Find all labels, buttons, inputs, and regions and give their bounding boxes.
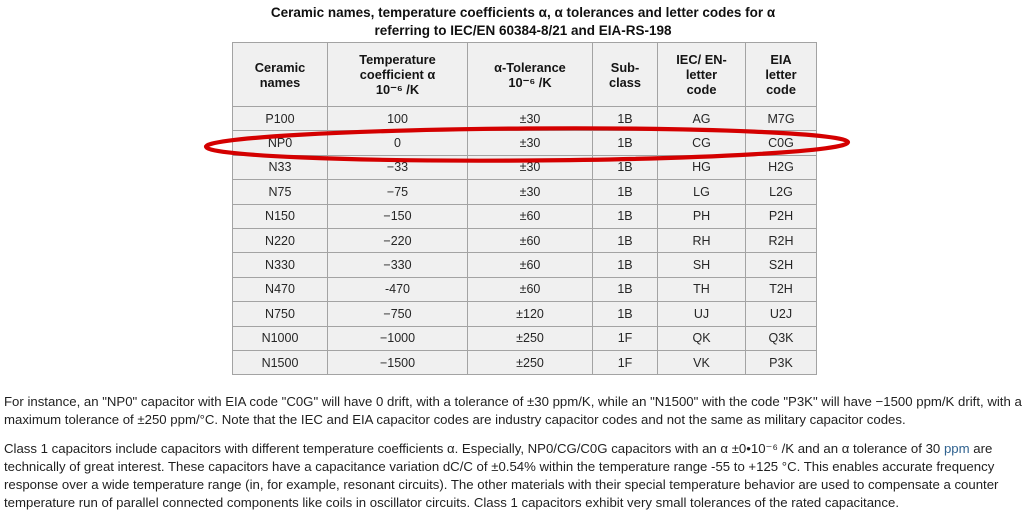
table-cell: ±60 bbox=[467, 252, 593, 278]
table-cell: L2G bbox=[745, 179, 817, 205]
table-cell: M7G bbox=[745, 105, 817, 132]
text-segment: For instance, an "NP0" capacitor with EI… bbox=[4, 394, 1022, 427]
table-row-N1000: N1000 −1000 ±250 1F QK Q3K bbox=[232, 325, 817, 351]
table-cell: −220 bbox=[327, 227, 468, 254]
table-cell: -470 bbox=[327, 276, 468, 303]
table-cell: ±30 bbox=[467, 179, 593, 205]
table-cell: Q3K bbox=[745, 325, 817, 351]
table-cell: C0G bbox=[745, 130, 817, 156]
column-header-iec-en-code: IEC/ EN- letter code bbox=[657, 42, 746, 107]
table-cell: 1B bbox=[592, 130, 658, 156]
table-title: Ceramic names, temperature coefficients … bbox=[0, 4, 1035, 39]
table-title-line2: referring to IEC/EN 60384-8/21 and EIA-R… bbox=[374, 22, 672, 38]
column-header-sub-class: Sub- class bbox=[592, 42, 658, 107]
table-cell: ±30 bbox=[467, 105, 593, 132]
table-row-N33: N33 −33 ±30 1B HG H2G bbox=[232, 154, 817, 181]
column-header-temp-coefficient: Temperature coefficient α 10⁻⁶ /K bbox=[327, 42, 468, 107]
table-cell: N33 bbox=[232, 154, 328, 181]
text-segment: Class 1 capacitors include capacitors wi… bbox=[4, 441, 944, 456]
table-cell: −75 bbox=[327, 179, 468, 205]
paragraph-class1-description: Class 1 capacitors include capacitors wi… bbox=[4, 440, 1032, 512]
table-cell: LG bbox=[657, 179, 746, 205]
table-cell: R2H bbox=[745, 227, 817, 254]
table-cell: H2G bbox=[745, 154, 817, 181]
table-body: P100 100 ±30 1B AG M7G NP0 0 ±30 1B CG C0G N33 −33 ±30… bbox=[232, 105, 817, 376]
table-cell: −1500 bbox=[327, 349, 468, 376]
table-cell: −33 bbox=[327, 154, 468, 181]
table-cell: 1B bbox=[592, 252, 658, 278]
table-row-NP0: NP0 0 ±30 1B CG C0G bbox=[232, 130, 817, 156]
table-cell: NP0 bbox=[232, 130, 328, 156]
table-cell: N75 bbox=[232, 179, 328, 205]
table-cell: 1B bbox=[592, 276, 658, 303]
table-row-N470: N470 -470 ±60 1B TH T2H bbox=[232, 276, 817, 303]
table-cell: RH bbox=[657, 227, 746, 254]
table-cell: AG bbox=[657, 105, 746, 132]
table-cell: SH bbox=[657, 252, 746, 278]
table-cell: CG bbox=[657, 130, 746, 156]
paragraph-instance-note: For instance, an "NP0" capacitor with EI… bbox=[4, 393, 1032, 429]
table-cell: VK bbox=[657, 349, 746, 376]
table-cell: N150 bbox=[232, 203, 328, 229]
table-cell: N470 bbox=[232, 276, 328, 303]
table-cell: 1B bbox=[592, 203, 658, 229]
table-cell: N330 bbox=[232, 252, 328, 278]
table-cell: N1000 bbox=[232, 325, 328, 351]
table-cell: UJ bbox=[657, 301, 746, 327]
table-cell: S2H bbox=[745, 252, 817, 278]
table-cell: 1F bbox=[592, 349, 658, 376]
table-cell: −750 bbox=[327, 301, 468, 327]
table-cell: N750 bbox=[232, 301, 328, 327]
table-cell: 1B bbox=[592, 301, 658, 327]
table-cell: PH bbox=[657, 203, 746, 229]
column-header-eia-code: EIA letter code bbox=[745, 42, 817, 107]
table-title-line1: Ceramic names, temperature coefficients … bbox=[270, 5, 776, 20]
table-cell: 1F bbox=[592, 325, 658, 351]
table-cell: QK bbox=[657, 325, 746, 351]
table-row-P100: P100 100 ±30 1B AG M7G bbox=[232, 105, 817, 132]
table-cell: P100 bbox=[232, 105, 328, 132]
table-cell: ±60 bbox=[467, 227, 593, 254]
table-row-N330: N330 −330 ±60 1B SH S2H bbox=[232, 252, 817, 278]
table-cell: T2H bbox=[745, 276, 817, 303]
table-row-N150: N150 −150 ±60 1B PH P2H bbox=[232, 203, 817, 229]
table-cell: ±60 bbox=[467, 203, 593, 229]
text-segment: are technically of great interest. These… bbox=[4, 441, 999, 510]
table-header-row: Ceramic names Temperature coefficient α 1… bbox=[232, 42, 817, 107]
table-cell: HG bbox=[657, 154, 746, 181]
table-cell: U2J bbox=[745, 301, 817, 327]
table-cell: N1500 bbox=[232, 349, 328, 376]
table-cell: ±120 bbox=[467, 301, 593, 327]
table-cell: ±60 bbox=[467, 276, 593, 303]
table-cell: 1B bbox=[592, 105, 658, 132]
table-cell: P3K bbox=[745, 349, 817, 376]
table-cell: ±30 bbox=[467, 154, 593, 181]
ceramic-codes-table: Ceramic names Temperature coefficient α 1… bbox=[232, 42, 817, 376]
table-cell: ±250 bbox=[467, 325, 593, 351]
table-cell: ±30 bbox=[467, 130, 593, 156]
table-row-N750: N750 −750 ±120 1B UJ U2J bbox=[232, 301, 817, 327]
table-cell: −150 bbox=[327, 203, 468, 229]
table-cell: −330 bbox=[327, 252, 468, 278]
table-cell: 1B bbox=[592, 179, 658, 205]
table-cell: 1B bbox=[592, 154, 658, 181]
table-cell: 1B bbox=[592, 227, 658, 254]
column-header-alpha-tolerance: α-Tolerance 10⁻⁶ /K bbox=[467, 42, 593, 107]
table-cell: P2H bbox=[745, 203, 817, 229]
table-cell: 0 bbox=[327, 130, 468, 156]
table-cell: −1000 bbox=[327, 325, 468, 351]
table-row-N220: N220 −220 ±60 1B RH R2H bbox=[232, 227, 817, 254]
table-cell: N220 bbox=[232, 227, 328, 254]
ppm-link[interactable]: ppm bbox=[943, 441, 970, 456]
table-cell: 100 bbox=[327, 105, 468, 132]
column-header-ceramic-names: Ceramic names bbox=[232, 42, 328, 107]
table-row-N1500: N1500 −1500 ±250 1F VK P3K bbox=[232, 349, 817, 376]
table-row-N75: N75 −75 ±30 1B LG L2G bbox=[232, 179, 817, 205]
table-cell: TH bbox=[657, 276, 746, 303]
table-cell: ±250 bbox=[467, 349, 593, 376]
